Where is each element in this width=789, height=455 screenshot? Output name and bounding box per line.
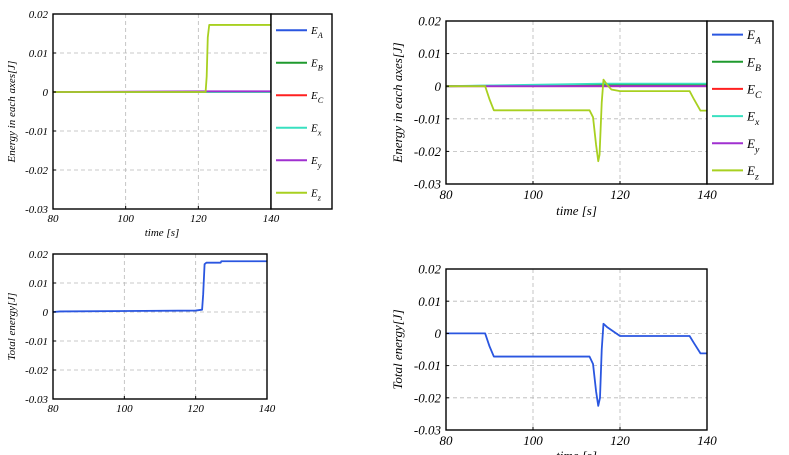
y-axis-label: Total energy[J] [390,309,405,389]
y-tick-label: 0.01 [418,46,441,61]
x-tick-label: 100 [116,403,133,415]
y-axis-label: Energy in each axes[J] [6,61,18,164]
x-tick-label: 100 [523,433,543,448]
y-tick-label: 0.02 [29,249,49,261]
y-tick-label: -0.03 [25,204,48,216]
y-tick-label: -0.03 [414,423,442,438]
y-axis-label: Energy in each axes[J] [390,42,405,163]
series-line-total [446,322,707,407]
series-line-E_z [446,78,707,163]
x-tick-label: 140 [259,403,276,415]
x-axis-label: time [s] [556,203,597,218]
y-tick-label: -0.02 [25,165,48,177]
y-tick-label: -0.01 [25,336,48,348]
legend-box [270,13,333,210]
axes-box [445,268,708,431]
y-tick-label: 0.01 [29,48,48,60]
y-tick-label: -0.03 [25,394,48,406]
y-tick-label: -0.02 [414,144,442,159]
legend-entry-E_y: Ey [310,155,322,170]
y-axis-label: Total energy[J] [6,293,18,361]
x-tick-label: 120 [610,433,630,448]
chart-panel-4: 80 100 120 140 0.02 0.01 0 -0.01 -0.02 -0.03 time … [390,262,717,455]
y-tick-label: -0.01 [414,111,441,126]
chart-panel-1: 80 100 120 140 0.02 0.01 0 -0.01 -0.02 -0.03 time … [6,9,333,239]
chart-panel-3: 80 100 120 140 0.02 0.01 0 -0.01 -0.02 -0.03 Total… [6,249,276,415]
x-tick-label: 120 [610,187,630,202]
legend-entry-E_x: Ex [310,123,322,138]
axes-box [445,20,708,185]
y-tick-label: -0.01 [25,126,48,138]
y-tick-label: -0.01 [414,358,441,373]
y-tick-label: -0.02 [414,390,442,405]
x-axis-label: time [s] [145,227,180,239]
x-tick-label: 140 [263,213,280,225]
y-tick-label: 0.02 [29,9,49,21]
y-tick-label: -0.03 [414,177,442,192]
series-line-E_z [53,24,271,93]
x-tick-label: 80 [440,187,454,202]
y-tick-label: -0.02 [25,365,48,377]
axes-box [52,253,268,400]
legend-box [706,20,774,185]
x-tick-label: 80 [48,213,60,225]
y-tick-label: 0.01 [29,278,48,290]
y-tick-label: 0.02 [418,14,441,29]
y-tick-label: 0 [43,87,49,99]
y-tick-label: 0.01 [418,294,441,309]
x-tick-label: 140 [697,433,717,448]
x-tick-label: 100 [523,187,543,202]
axes-box [52,13,272,210]
y-tick-label: 0 [435,326,442,341]
y-tick-label: 0.02 [418,262,441,277]
y-tick-label: 0 [435,79,442,94]
y-tick-label: 0 [43,307,49,319]
series-line-total [52,260,267,313]
x-tick-label: 100 [117,213,134,225]
x-tick-label: 140 [697,187,717,202]
chart-panel-2: 80 100 120 140 0.02 0.01 0 -0.01 -0.02 -0.03 time … [390,14,774,218]
x-tick-label: 80 [48,403,60,415]
x-tick-label: 80 [440,433,454,448]
x-tick-label: 120 [187,403,204,415]
x-axis-label: time [s] [556,448,597,455]
x-tick-label: 120 [190,213,207,225]
legend-entry-E_z: Ez [310,188,322,203]
